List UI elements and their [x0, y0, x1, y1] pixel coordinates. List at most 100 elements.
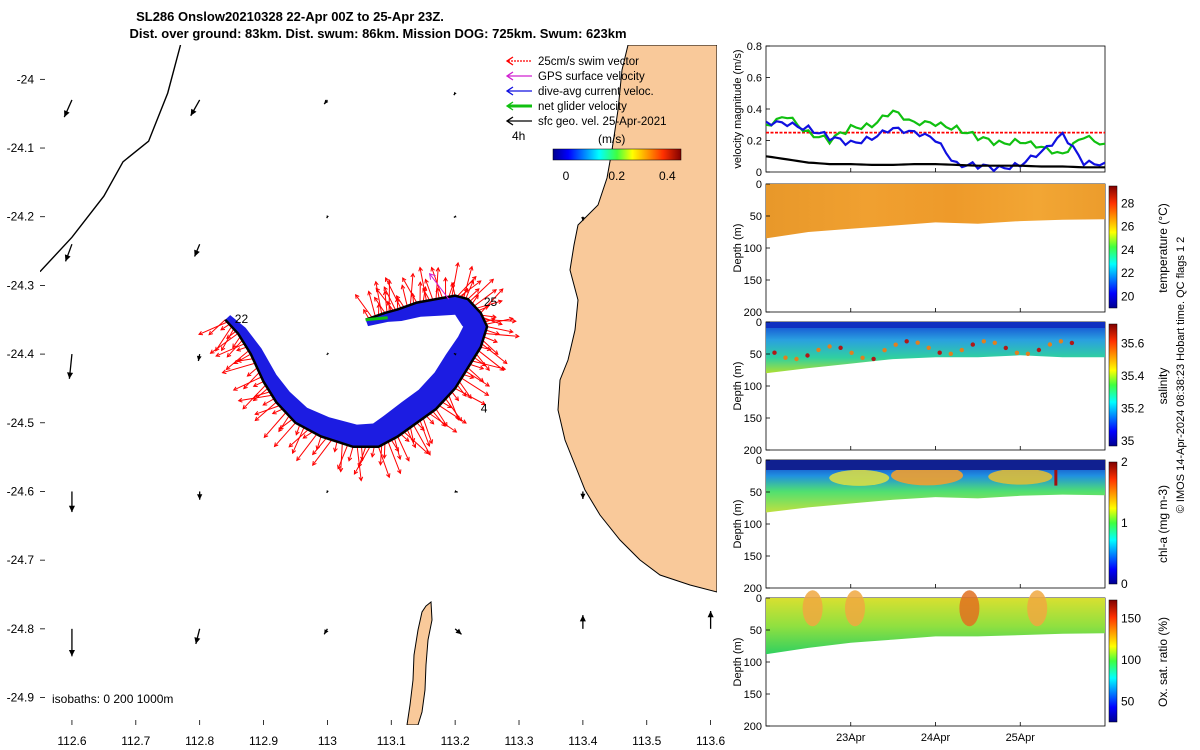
salinity-surface-band — [766, 322, 1105, 328]
swim-vector-head — [455, 415, 460, 421]
geo-vector-head — [453, 215, 457, 218]
map-x-ticks: 112.6 112.7 112.8 112.9 113 113.1 113.2 113.3 11… — [57, 720, 726, 748]
swim-vector — [413, 424, 431, 456]
geo-velocity-vectors — [63, 91, 714, 657]
swim-vector — [412, 293, 415, 304]
swim-vector-head — [237, 397, 243, 403]
colorbar-tick-label: 1 — [1121, 516, 1128, 530]
depth-tick-label: 100 — [744, 657, 762, 669]
salinity-high-marker — [959, 347, 964, 353]
colorbar-tick-label: 20 — [1121, 289, 1135, 303]
map-y-tick-label: -24.1 — [7, 141, 35, 155]
swim-vector-head — [312, 450, 317, 456]
swim-vector-head — [424, 278, 429, 284]
day-label: 25 — [484, 295, 498, 309]
isobath-line — [40, 45, 182, 273]
swim-vector — [422, 286, 426, 302]
swim-vector-head — [376, 303, 382, 309]
swim-vector — [409, 427, 415, 443]
swim-vector-head — [493, 350, 499, 356]
profile-colorbar — [1108, 599, 1118, 723]
depth-tick-label: 200 — [744, 583, 762, 595]
depth-tick-label: 100 — [744, 519, 762, 531]
map-x-tick-label: 112.7 — [121, 734, 150, 748]
salinity-high-marker — [981, 339, 986, 344]
colorbar-tick-label: 0 — [563, 169, 570, 183]
colorbar-tick-label: 35 — [1121, 434, 1135, 448]
swim-vector-head — [312, 461, 317, 466]
swim-vector — [303, 431, 313, 439]
dive-avg-current-band — [225, 295, 488, 447]
swim-vector — [387, 441, 401, 474]
swim-vector-head — [428, 439, 434, 445]
swim-vector — [383, 443, 386, 459]
swim-vector-head — [278, 424, 284, 430]
swim-vector-head — [468, 265, 474, 271]
swim-vector — [226, 330, 237, 339]
swim-vector — [465, 370, 490, 387]
swim-vector-head — [215, 352, 221, 357]
swim-vector-head — [495, 331, 501, 336]
depth-tick-label: 0 — [756, 593, 762, 605]
swim-vector-head — [429, 419, 435, 425]
salinity-high-marker — [1025, 351, 1031, 356]
swim-vector — [295, 424, 301, 435]
geo-vector-head — [194, 637, 201, 644]
salinity-high-marker — [893, 342, 898, 347]
geo-vector-head — [194, 249, 200, 257]
swim-vector-head — [411, 443, 417, 449]
swim-vector-head — [417, 281, 423, 286]
map-x-tick-label: 113.3 — [504, 734, 533, 748]
map-x-tick-label: 113.2 — [441, 734, 470, 748]
swim-vector-head — [302, 434, 308, 439]
swim-vector — [400, 433, 410, 442]
salinity-high-marker — [915, 340, 920, 345]
legend-label-swim: 25cm/s swim vector — [538, 56, 639, 68]
geo-vector-head — [453, 353, 457, 356]
swim-vector — [375, 281, 383, 315]
geo-vector-head — [68, 505, 75, 513]
swim-vector — [255, 405, 280, 415]
swim-vector-head — [354, 293, 360, 299]
swim-vector-head — [385, 473, 391, 479]
map-y-tick-label: -24.7 — [7, 553, 35, 567]
swim-vector — [482, 317, 503, 325]
swim-vector — [403, 431, 429, 454]
profile-section — [766, 184, 1105, 239]
map-y-tick-label: -24.4 — [7, 347, 35, 361]
geo-vector-head — [454, 490, 458, 493]
swim-vector-head — [511, 318, 517, 324]
swim-vector — [288, 429, 309, 448]
swim-vector-head — [485, 382, 490, 387]
swim-vector — [482, 340, 499, 355]
swim-vector-head — [498, 288, 504, 293]
depth-tick-label: 50 — [750, 349, 762, 361]
geo-vector-head — [455, 628, 462, 635]
swim-vector-head — [479, 365, 485, 370]
swim-vector-head — [296, 456, 301, 462]
legend-label-gps: GPS surface velocity — [538, 71, 645, 83]
swim-vector-head — [397, 455, 402, 461]
swim-vector — [221, 328, 235, 351]
swim-vector — [238, 394, 273, 402]
profile-colorbar — [1108, 185, 1118, 309]
swim-vector — [215, 343, 245, 357]
swim-vector — [485, 329, 500, 335]
colorbar-tick-label: 28 — [1121, 196, 1135, 210]
geo-vector-head — [581, 217, 585, 221]
time-ticks: 23Apr 24Apr 25Apr — [836, 168, 1035, 744]
swim-vector-head — [396, 469, 402, 475]
swim-vector — [442, 401, 452, 409]
map-y-tick-label: -24.8 — [7, 622, 35, 636]
swim-vector-head — [375, 287, 381, 293]
velocity-y-tick-label: 0 — [756, 167, 762, 179]
swim-vector-head — [481, 400, 487, 405]
swim-vector — [451, 262, 459, 297]
salinity-high-marker — [871, 356, 876, 362]
figure-title-line2: Dist. over ground: 83km. Dist. swum: 86k… — [129, 26, 626, 41]
swim-vector — [419, 267, 427, 301]
salinity-high-marker — [772, 350, 777, 355]
salinity-high-marker — [816, 347, 821, 353]
swim-vector — [409, 273, 414, 305]
